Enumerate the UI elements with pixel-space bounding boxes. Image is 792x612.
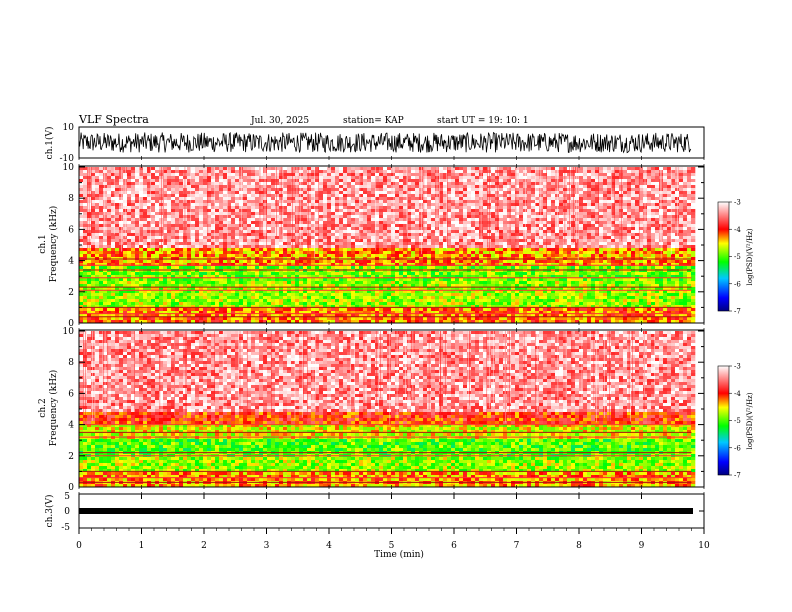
time-tick-label: 1	[139, 541, 145, 551]
time-tick-label: 9	[639, 541, 645, 551]
ch1-ytick-bottom: -10	[60, 154, 75, 164]
time-tick-label: 8	[576, 541, 582, 551]
ch2-colorbar: -3 -4 -5 -6 -7 log(PSD)(V²/Hz)	[717, 363, 754, 480]
ch3-ytick-mid: 0	[64, 507, 70, 517]
time-tick-label: 10	[698, 541, 710, 551]
colorbar-tick-label: -7	[734, 308, 741, 316]
freq-tick-label: 0	[68, 319, 74, 329]
ch1-ylabel: ch.1(V)	[44, 127, 55, 160]
colorbar-tick-label: -3	[734, 363, 741, 371]
ch2-ylabel-line1: ch.2	[38, 398, 48, 417]
time-tick-label: 7	[514, 541, 520, 551]
freq-tick-label: 0	[68, 483, 74, 493]
colorbar-tick-label: -5	[734, 417, 741, 425]
ch3-waveform-panel: 5 0 -5 ch.3(V) 0 1 2 3 4 5 6 7 8 9 10 Time (min)	[44, 156, 710, 560]
ch2-ylabel-line2: Frequency (kHz)	[48, 370, 59, 447]
time-tick-label: 0	[76, 541, 82, 551]
colorbar-tick-label: -7	[734, 472, 741, 480]
x-axis-label: Time (min)	[374, 549, 424, 560]
ch3-ytick-top: 5	[64, 492, 70, 502]
date-label: Jul. 30, 2025	[250, 116, 309, 126]
ch3-ylabel: ch.3(V)	[44, 495, 55, 528]
colorbar-tick-label: -5	[734, 253, 741, 261]
time-tick-label: 3	[264, 541, 270, 551]
time-tick-label: 2	[201, 541, 207, 551]
time-tick-label: 6	[451, 541, 457, 551]
ch3-ytick-bottom: -5	[61, 523, 70, 533]
freq-tick-label: 10	[63, 163, 75, 173]
ch1-waveform-line	[79, 131, 692, 154]
freq-tick-label: 4	[68, 421, 74, 431]
freq-tick-label: 6	[68, 389, 74, 399]
ch2-spectrogram-image	[79, 331, 696, 487]
colorbar-tick-label: -4	[734, 226, 741, 234]
ch1-ylabel-line1: ch.1	[38, 234, 48, 253]
freq-tick-label: 2	[68, 288, 74, 298]
ch1-ytick-top: 10	[63, 123, 75, 133]
ch1-colorbar-label: log(PSD)(V²/Hz)	[746, 228, 754, 285]
ch1-colorbar: -3 -4 -5 -6 -7 log(PSD)(V²/Hz)	[717, 199, 754, 316]
time-tick-label: 5	[389, 541, 395, 551]
colorbar-tick-label: -6	[734, 280, 741, 288]
freq-tick-label: 8	[68, 194, 74, 204]
station-label: station= KAP	[343, 116, 404, 126]
ch1-ylabel-line2: Frequency (kHz)	[48, 206, 59, 283]
colorbar-tick-label: -4	[734, 390, 741, 398]
freq-tick-label: 2	[68, 452, 74, 462]
ch1-spectrogram-panel: 0 2 4 6 8 10 ch.1 Frequency (kHz)	[38, 163, 705, 329]
ch1-waveform-panel: 10 -10 ch.1(V)	[44, 123, 705, 164]
ch2-colorbar-label: log(PSD)(V²/Hz)	[746, 392, 754, 449]
freq-tick-label: 4	[68, 257, 74, 267]
ch1-spectrogram-image	[79, 167, 696, 323]
freq-tick-label: 6	[68, 225, 74, 235]
ch3-waveform-band	[79, 508, 693, 514]
freq-tick-label: 10	[63, 327, 75, 337]
time-tick-label: 4	[326, 541, 332, 551]
ch2-spectrogram-panel: 0 2 4 6 8 10 ch.2 Frequency (kHz)	[38, 327, 705, 493]
start-time-label: start UT = 19: 10: 1	[437, 116, 529, 126]
colorbar-tick-label: -6	[734, 444, 741, 452]
figure-title: VLF Spectra	[78, 113, 149, 126]
colorbar-tick-label: -3	[734, 199, 741, 207]
freq-tick-label: 8	[68, 358, 74, 368]
